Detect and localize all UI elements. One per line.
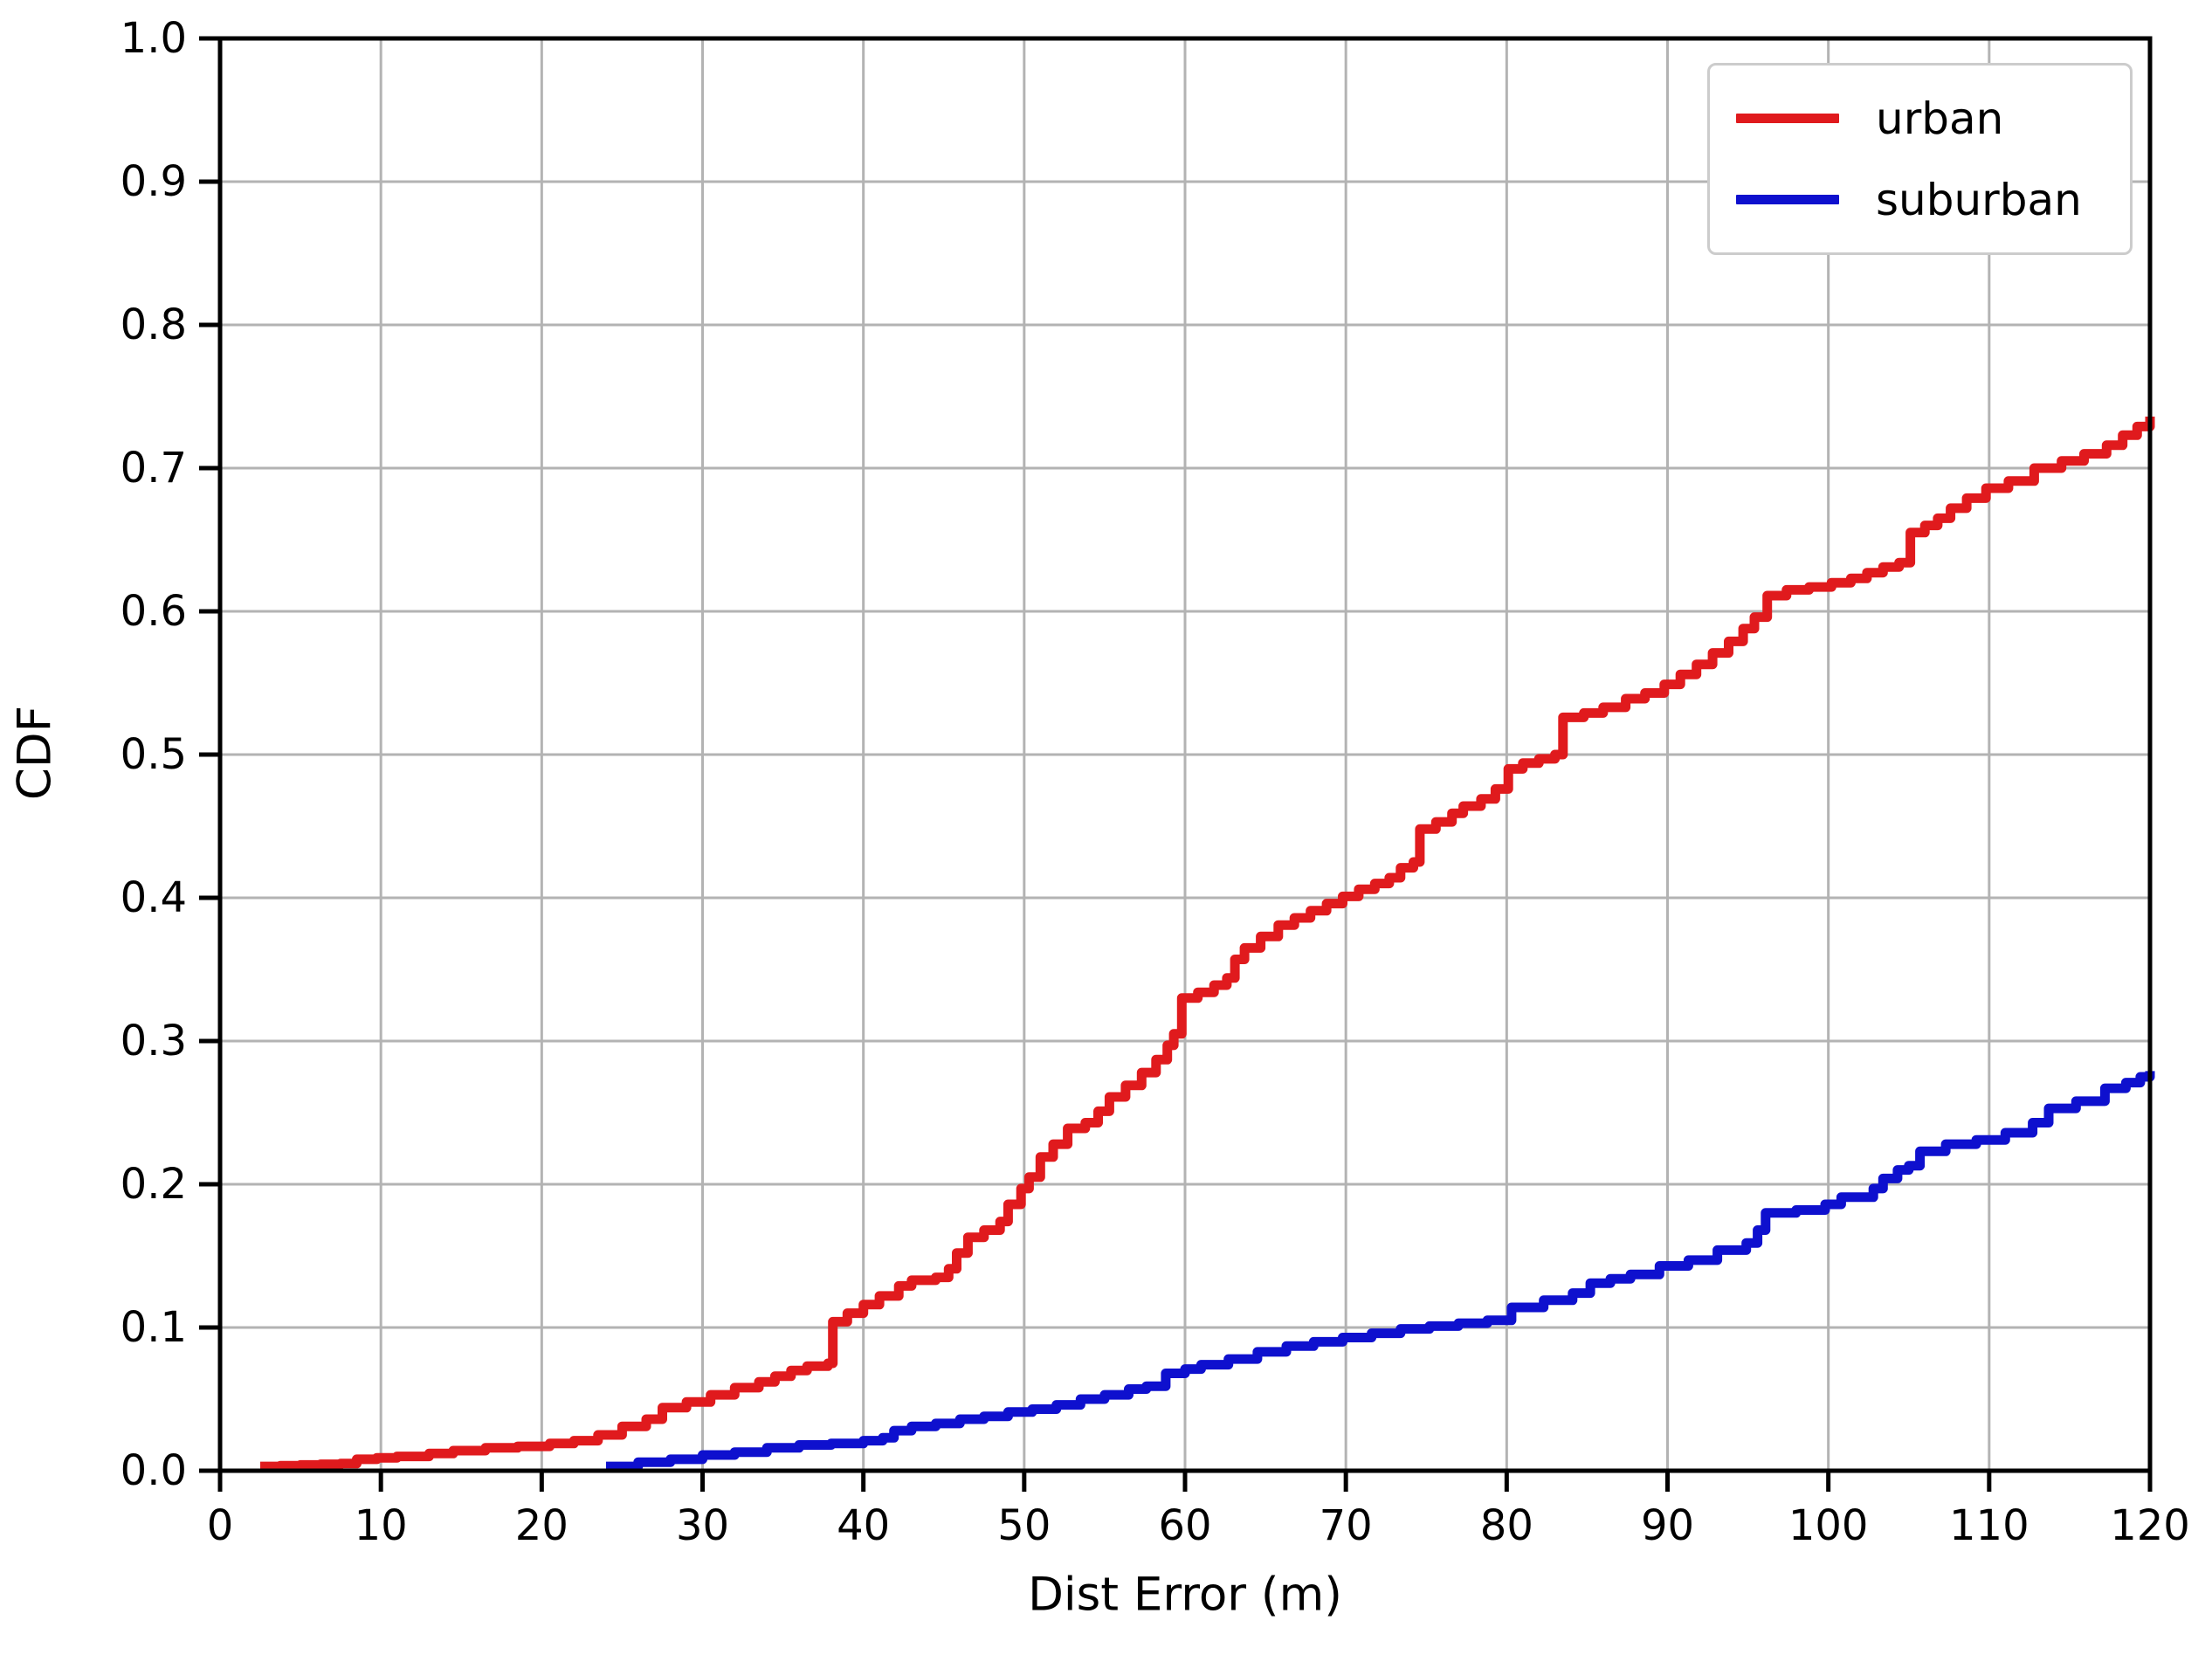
y-tick-label: 0.1 [121,1303,187,1352]
suburban-line-swatch [1736,195,1839,204]
x-tick-label: 70 [1320,1501,1373,1550]
legend-label-urban: urban [1876,93,2004,144]
legend-item-urban: urban [1736,97,2104,141]
urban-line-swatch [1736,114,1839,123]
x-tick-label: 80 [1480,1501,1533,1550]
y-tick-label: 0.7 [121,444,187,493]
y-tick-label: 0.3 [121,1017,187,1065]
x-tick-label: 100 [1788,1501,1869,1550]
x-tick-label: 10 [355,1501,408,1550]
y-tick-label: 1.0 [121,14,187,63]
legend-label-suburban: suburban [1876,174,2082,225]
x-tick-label: 20 [515,1501,569,1550]
x-tick-label: 110 [1949,1501,2029,1550]
y-tick-label: 0.9 [121,157,187,206]
y-tick-label: 0.5 [121,730,187,779]
x-tick-label: 50 [997,1501,1051,1550]
x-tick-label: 60 [1158,1501,1211,1550]
x-tick-label: 40 [837,1501,890,1550]
y-axis-title: CDF [8,705,62,801]
x-tick-label: 120 [2110,1501,2190,1550]
suburban-curve [606,1071,2155,1472]
x-tick-label: 90 [1641,1501,1694,1550]
x-tick-label: 0 [207,1501,234,1550]
x-axis-title: Dist Error (m) [1028,1568,1342,1622]
legend: urban suburban [1707,63,2133,255]
y-tick-label: 0.0 [121,1446,187,1495]
legend-item-suburban: suburban [1736,178,2104,222]
y-tick-label: 0.4 [121,873,187,922]
x-tick-label: 30 [676,1501,729,1550]
y-tick-label: 0.2 [121,1160,187,1209]
y-tick-label: 0.6 [121,587,187,636]
urban-curve [260,417,2155,1472]
y-tick-label: 0.8 [121,300,187,349]
